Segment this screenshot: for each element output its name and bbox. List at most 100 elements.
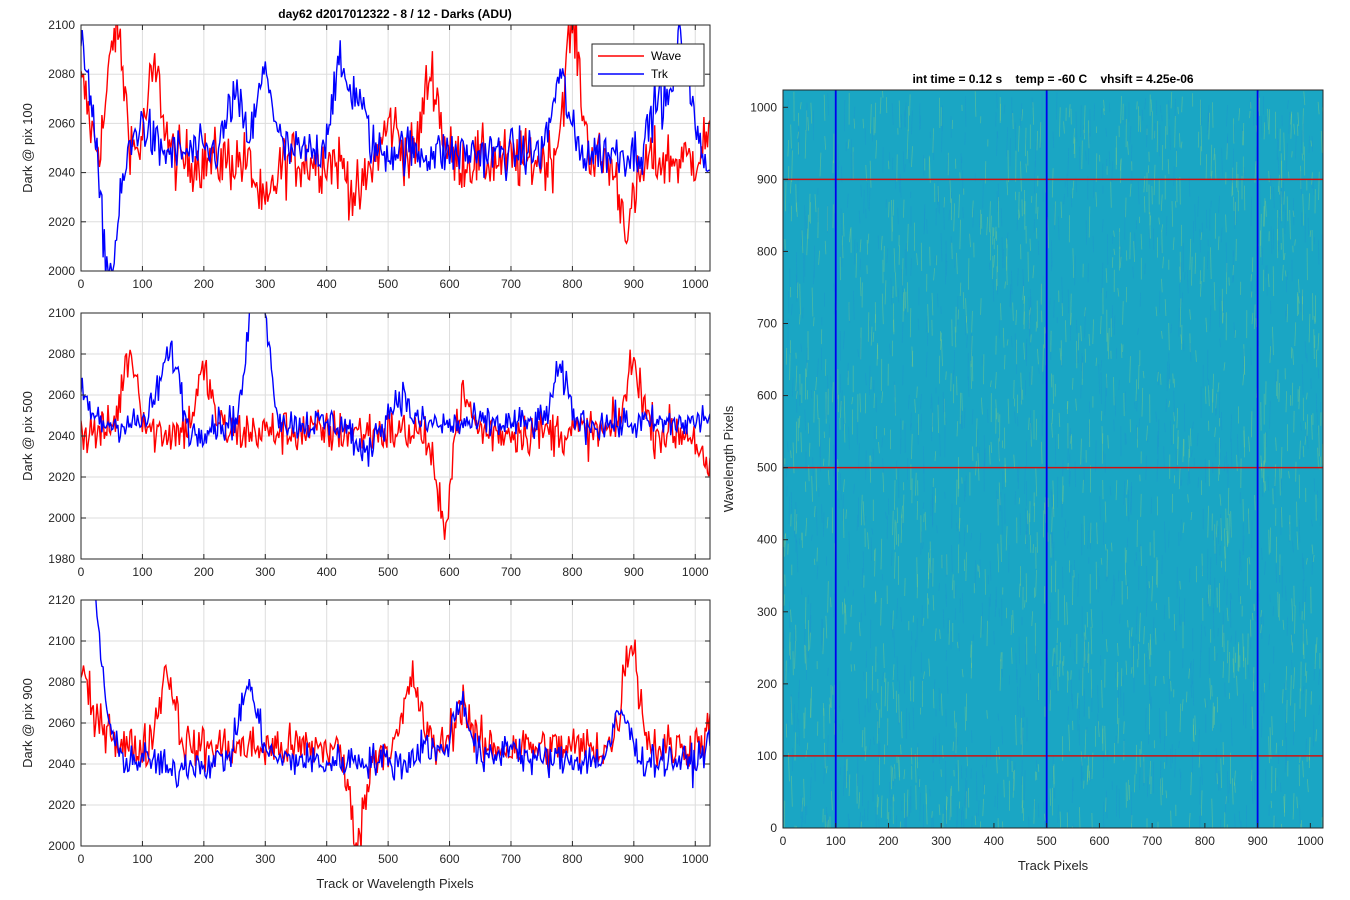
heatmap-streak	[807, 116, 809, 131]
heatmap-streak	[1179, 768, 1181, 778]
heatmap-streak	[824, 240, 827, 255]
tick-label-x: 500	[378, 277, 398, 291]
heatmap-streak	[1018, 636, 1020, 665]
heatmap-streak	[1135, 379, 1138, 402]
heatmap-streak	[1200, 232, 1203, 241]
heatmap-streak	[1293, 198, 1295, 226]
heatmap-streak	[1282, 228, 1284, 260]
heatmap-streak	[1223, 456, 1226, 472]
heatmap-streak	[1234, 813, 1236, 828]
heatmap-streak	[934, 451, 937, 462]
heatmap-streak	[932, 128, 934, 153]
heatmap-streak	[1214, 153, 1217, 180]
heatmap-streak	[998, 746, 1000, 760]
heatmap-streak	[1209, 557, 1212, 590]
heatmap-streak	[1192, 680, 1195, 706]
heatmap-streak	[1302, 558, 1305, 582]
heatmap-streak	[874, 592, 876, 604]
series-line-trk	[81, 25, 710, 271]
heatmap-streak	[1220, 758, 1222, 789]
heatmap-streak	[946, 796, 948, 811]
heatmap-streak	[961, 392, 963, 411]
heatmap-streak	[965, 315, 968, 334]
heatmap-streak	[1170, 680, 1172, 692]
heatmap-streak	[1087, 530, 1089, 549]
heatmap-streak	[847, 139, 850, 149]
heatmap-streak	[998, 434, 1000, 459]
tick-label-x: 900	[624, 277, 644, 291]
heatmap-streak	[1277, 746, 1280, 764]
heatmap-streak	[1155, 628, 1157, 645]
heatmap-streak	[902, 494, 905, 524]
tick-label-x: 0	[78, 277, 85, 291]
heatmap-streak	[1179, 580, 1181, 590]
heatmap-streak	[1135, 606, 1138, 635]
heatmap-streak	[862, 501, 865, 526]
heatmap-streak	[1002, 327, 1005, 348]
heatmap-streak	[1019, 705, 1022, 723]
heatmap-streak	[1003, 249, 1005, 268]
heatmap-streak	[1051, 240, 1053, 268]
heatmap-streak	[1111, 542, 1113, 552]
heatmap-streak	[935, 738, 937, 759]
heatmap-streak	[798, 718, 800, 746]
heatmap-streak	[893, 381, 896, 398]
heatmap-streak	[1127, 489, 1130, 522]
heatmap-streak	[1300, 447, 1303, 459]
heatmap-streak	[1264, 481, 1266, 491]
heatmap-streak	[1065, 320, 1067, 343]
heatmap-streak	[1318, 425, 1320, 457]
heatmap-streak	[895, 521, 897, 545]
heatmap-streak	[862, 551, 865, 573]
heatmap-streak	[823, 458, 825, 466]
heatmap-streak	[823, 753, 826, 784]
heatmap-streak	[814, 506, 816, 518]
heatmap-streak	[1052, 131, 1055, 149]
heatmap-streak	[876, 721, 879, 744]
heatmap-streak	[1062, 566, 1064, 589]
heatmap-streak	[1031, 611, 1033, 627]
heatmap-streak	[1021, 800, 1024, 814]
tick-label-y: 400	[757, 533, 777, 547]
heatmap-streak	[1267, 273, 1270, 288]
series-line-trk	[81, 313, 710, 467]
heatmap-streak	[1249, 110, 1251, 119]
heatmap-streak	[949, 179, 952, 203]
heatmap-streak	[1059, 811, 1062, 828]
heatmap-streak	[1023, 295, 1026, 304]
tick-label-y: 600	[757, 389, 777, 403]
heatmap-streak	[1068, 453, 1071, 484]
heatmap-streak	[1283, 796, 1285, 813]
heatmap-streak	[1242, 374, 1245, 386]
heatmap-streak	[893, 768, 895, 786]
heatmap-streak	[968, 258, 970, 290]
heatmap-streak	[1302, 445, 1305, 458]
heatmap-streak	[1181, 96, 1183, 113]
heatmap-streak	[1084, 729, 1087, 759]
heatmap-streak	[1214, 545, 1216, 555]
tick-label-x: 500	[378, 565, 398, 579]
heatmap-streak	[1217, 236, 1220, 251]
heatmap-streak	[894, 384, 896, 416]
heatmap-streak	[830, 597, 832, 608]
heatmap-streak	[801, 797, 804, 812]
heatmap-streak	[1285, 680, 1288, 689]
heatmap-streak	[791, 303, 793, 316]
heatmap-streak	[867, 800, 869, 821]
heatmap-streak	[1313, 329, 1315, 360]
heatmap-streak	[1032, 102, 1034, 125]
heatmap-streak	[793, 521, 796, 538]
heatmap-streak	[1158, 217, 1160, 225]
heatmap-streak	[896, 598, 898, 619]
heatmap-streak	[1013, 454, 1015, 469]
heatmap-streak	[1043, 502, 1046, 514]
heatmap-streak	[995, 399, 997, 420]
heatmap-streak	[970, 335, 973, 368]
heatmap-streak	[1135, 552, 1138, 561]
heatmap-streak	[1299, 294, 1302, 313]
heatmap-streak	[1311, 180, 1313, 189]
heatmap-streak	[1208, 112, 1210, 140]
heatmap-streak	[1051, 491, 1054, 517]
heatmap-streak	[1077, 573, 1079, 597]
heatmap-streak	[1188, 812, 1191, 828]
